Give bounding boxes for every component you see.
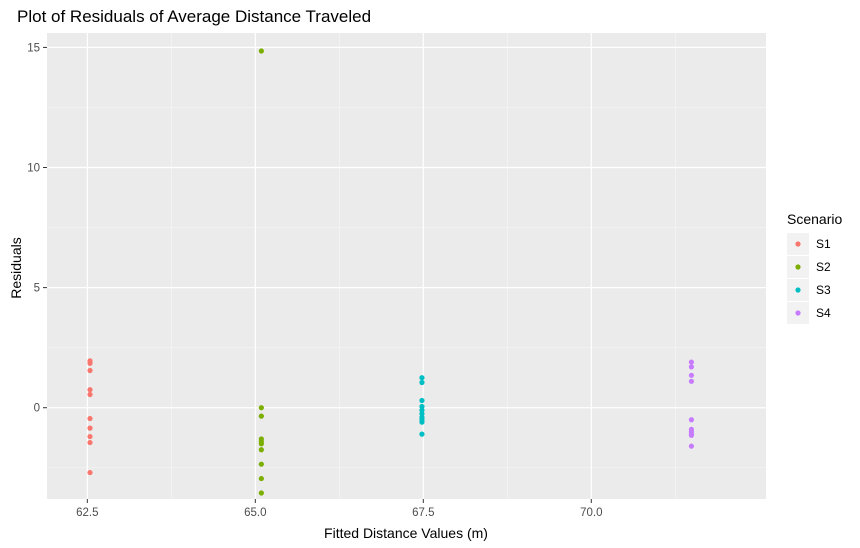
major-gridlines [47,33,766,499]
x-tick-label: 67.5 [412,507,434,519]
data-point-s4 [688,417,695,423]
data-point-s1 [87,433,93,440]
data-point-s2 [258,413,264,419]
data-point-s1 [87,415,93,422]
data-point-s1 [87,425,93,431]
data-point-s3 [419,397,425,404]
data-point-s2 [258,48,264,54]
data-point-s3 [419,411,425,417]
plot-panel [47,33,766,499]
legend-key-s3 [795,287,801,293]
data-point-s2 [258,405,264,411]
x-tick-label: 70.0 [580,507,602,519]
y-axis-title: Residuals [8,237,24,298]
legend-key-s2 [795,264,801,270]
data-point-s2 [258,461,264,467]
data-point-s4 [688,443,695,449]
data-point-s3 [419,431,425,437]
data-point-s3 [419,403,425,410]
data-point-s2 [258,475,264,482]
x-axis-title: Fitted Distance Values (m) [324,525,488,541]
data-point-s4 [688,359,695,365]
data-point-s1 [87,360,93,366]
data-point-s1 [87,469,93,476]
data-point-s1 [87,367,93,374]
y-tick-label: 5 [34,283,40,295]
x-tick-label: 65.0 [244,507,266,519]
data-point-s3 [419,375,425,381]
data-point-s3 [419,407,425,413]
y-tick-label: 10 [27,163,40,175]
data-point-s2 [258,441,264,447]
data-point-s4 [688,364,695,370]
legend-title: Scenario [787,211,842,227]
data-point-s3 [419,379,425,386]
y-axis-ticks: 0 5 10 15 [27,42,47,415]
data-point-s1 [87,387,93,393]
legend-label-s4: S4 [816,306,831,320]
data-point-s1 [87,391,93,398]
legend-key-s1 [795,241,801,247]
x-tick-label: 62.5 [76,507,98,519]
data-point-s4 [688,372,695,378]
chart-title: Plot of Residuals of Average Distance Tr… [17,7,371,26]
legend-label-s3: S3 [816,283,831,297]
data-point-s2 [258,490,264,496]
y-tick-label: 0 [34,403,40,415]
legend-key-s4 [795,310,801,316]
y-tick-label: 15 [27,42,40,54]
legend-label-s1: S1 [816,237,831,251]
legend-label-s2: S2 [816,260,831,274]
minor-gridlines [47,33,766,499]
data-point-s4 [688,432,695,438]
legend: Scenario S1 S2 S3 S4 [787,211,842,324]
data-point-s2 [258,447,264,453]
data-points [87,48,695,496]
data-point-s4 [688,378,695,384]
data-point-s1 [87,439,93,446]
data-point-s3 [419,419,425,425]
x-axis-ticks: 62.5 65.0 67.5 70.0 [76,499,602,519]
